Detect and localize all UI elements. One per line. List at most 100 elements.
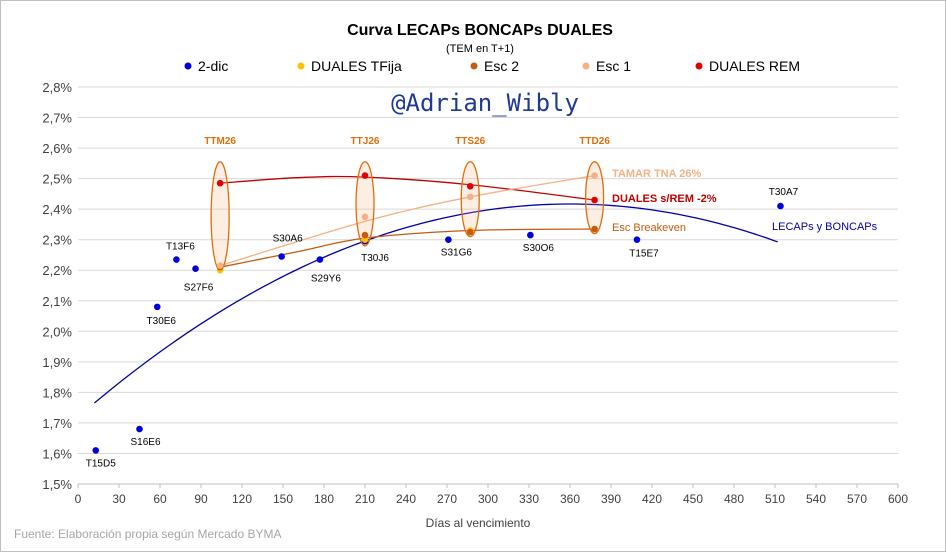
source-note: Fuente: Elaboración propia según Mercado…	[14, 527, 282, 541]
y-tick-label: 1,9%	[42, 355, 72, 370]
data-point	[527, 231, 534, 239]
data-point	[192, 265, 199, 273]
point-label: T30J6	[361, 253, 389, 264]
trendline-label: LECAPs y BONCAPs	[772, 221, 878, 233]
y-axis-ticks: 1,5% 1,6% 1,7% 1,8% 1,9% 2,0% 2,1% 2,2% 2,3% 2,4%…	[42, 80, 72, 492]
y-tick-label: 2,5%	[42, 172, 72, 187]
legend: 2-dic DUALES TFija Esc 2 Esc 1 DUALES REM	[184, 58, 800, 74]
x-axis-ticks: 0 30 60 90 120 150 180 210 240 270 300 330 360 390 420…	[75, 483, 908, 506]
x-tick-label: 90	[194, 492, 208, 506]
data-point	[173, 256, 180, 263]
trendline	[220, 175, 595, 201]
data-point	[361, 236, 369, 243]
point-label: S30O6	[523, 243, 555, 254]
x-tick-label: 570	[847, 492, 867, 506]
x-tick-label: 420	[642, 492, 662, 506]
data-point	[591, 225, 598, 233]
y-tick-label: 2,4%	[42, 202, 72, 217]
point-label: T30E6	[147, 316, 177, 327]
data-point	[466, 228, 474, 236]
y-tick-label: 1,6%	[42, 446, 72, 461]
x-tick-label: 300	[478, 492, 498, 506]
data-point	[153, 303, 161, 311]
point-label: S31G6	[441, 248, 473, 259]
data-point	[466, 182, 474, 190]
legend-label: 2-dic	[198, 58, 228, 74]
data-point	[777, 202, 784, 210]
x-tick-label: 450	[683, 492, 703, 506]
y-tick-label: 2,2%	[42, 263, 72, 278]
trendline-label: Esc Breakeven	[612, 222, 686, 234]
data-point	[278, 253, 285, 260]
data-point	[361, 213, 369, 221]
x-axis-label: Días al vencimiento	[426, 516, 531, 530]
y-tick-label: 2,1%	[42, 294, 72, 309]
point-label: T13F6	[166, 242, 195, 253]
x-tick-label: 150	[273, 492, 293, 506]
legend-marker	[184, 62, 192, 70]
duales-group-ellipse	[210, 161, 230, 271]
data-point	[361, 172, 369, 179]
y-tick-label: 1,8%	[42, 385, 72, 400]
data-points	[92, 172, 784, 454]
x-tick-label: 600	[888, 492, 908, 506]
trendlines: LECAPs y BONCAPs DUALES s/REM -2% TAMAR TN…	[93, 168, 878, 404]
legend-marker	[470, 62, 478, 70]
y-tick-label: 2,8%	[42, 80, 72, 95]
duales-group-label: TTD26	[579, 136, 610, 147]
point-label: T30A7	[769, 187, 799, 198]
data-point	[316, 256, 324, 263]
data-point	[136, 425, 143, 433]
x-tick-label: 270	[437, 492, 457, 506]
x-tick-label: 180	[314, 492, 334, 506]
x-tick-label: 330	[519, 492, 539, 506]
x-tick-label: 30	[112, 492, 126, 506]
legend-marker	[297, 62, 305, 70]
y-tick-label: 1,5%	[42, 477, 72, 492]
duales-group-label: TTS26	[455, 136, 485, 147]
point-label: S27F6	[184, 283, 214, 294]
duales-group-label: TTM26	[204, 136, 236, 147]
y-tick-label: 2,3%	[42, 233, 72, 248]
x-tick-label: 360	[560, 492, 580, 506]
data-point	[361, 231, 369, 239]
x-tick-label: 240	[396, 492, 416, 506]
y-tick-label: 1,7%	[42, 416, 72, 431]
x-tick-label: 120	[232, 492, 252, 506]
point-label: S30A6	[273, 233, 303, 244]
y-tick-label: 2,6%	[42, 141, 72, 156]
legend-label: DUALES TFija	[311, 58, 402, 74]
data-point	[216, 262, 224, 269]
trendline-label: DUALES s/REM -2%	[612, 193, 717, 205]
legend-marker	[582, 62, 590, 70]
legend-label: Esc 2	[484, 58, 519, 74]
trendline	[219, 174, 595, 267]
data-point	[591, 172, 598, 179]
x-tick-label: 510	[765, 492, 785, 506]
y-tick-label: 2,7%	[42, 111, 72, 126]
duales-group-ellipse	[355, 161, 375, 247]
legend-label: DUALES REM	[709, 58, 800, 74]
chart-subtitle: (TEM en T+1)	[446, 43, 514, 55]
point-label: T15D5	[86, 458, 116, 469]
x-tick-label: 0	[75, 492, 82, 506]
watermark: @Adrian_Wibly	[391, 89, 579, 117]
x-tick-label: 60	[153, 492, 167, 506]
x-tick-label: 210	[355, 492, 375, 506]
data-point	[466, 193, 474, 201]
x-tick-label: 390	[601, 492, 621, 506]
x-tick-label: 540	[806, 492, 826, 506]
duales-group-label: TTJ26	[351, 136, 380, 147]
data-point	[445, 236, 452, 243]
trendline	[93, 203, 778, 404]
data-point	[633, 236, 641, 243]
chart-title: Curva LECAPs BONCAPs DUALES	[347, 22, 613, 39]
point-label: S16E6	[130, 437, 160, 448]
data-point	[216, 179, 224, 187]
legend-label: Esc 1	[596, 58, 631, 74]
legend-marker	[695, 62, 703, 70]
data-point	[591, 196, 598, 204]
y-tick-label: 2,0%	[42, 324, 72, 339]
